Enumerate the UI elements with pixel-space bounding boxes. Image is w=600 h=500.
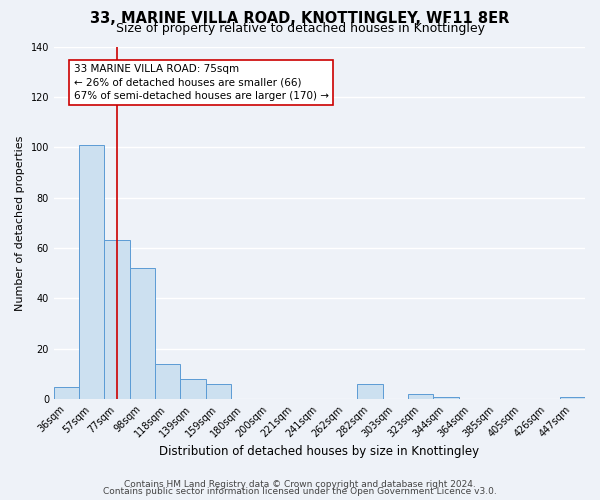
Y-axis label: Number of detached properties: Number of detached properties xyxy=(15,135,25,310)
Bar xyxy=(181,379,206,399)
Bar xyxy=(104,240,130,399)
Bar xyxy=(560,396,585,399)
Bar xyxy=(408,394,433,399)
Bar xyxy=(79,144,104,399)
Text: Size of property relative to detached houses in Knottingley: Size of property relative to detached ho… xyxy=(115,22,485,35)
X-axis label: Distribution of detached houses by size in Knottingley: Distribution of detached houses by size … xyxy=(160,444,479,458)
Bar xyxy=(155,364,181,399)
Text: 33, MARINE VILLA ROAD, KNOTTINGLEY, WF11 8ER: 33, MARINE VILLA ROAD, KNOTTINGLEY, WF11… xyxy=(91,11,509,26)
Text: 33 MARINE VILLA ROAD: 75sqm
← 26% of detached houses are smaller (66)
67% of sem: 33 MARINE VILLA ROAD: 75sqm ← 26% of det… xyxy=(74,64,329,100)
Bar xyxy=(433,396,458,399)
Text: Contains HM Land Registry data © Crown copyright and database right 2024.: Contains HM Land Registry data © Crown c… xyxy=(124,480,476,489)
Text: Contains public sector information licensed under the Open Government Licence v3: Contains public sector information licen… xyxy=(103,487,497,496)
Bar xyxy=(54,386,79,399)
Bar xyxy=(206,384,231,399)
Bar xyxy=(358,384,383,399)
Bar xyxy=(130,268,155,399)
